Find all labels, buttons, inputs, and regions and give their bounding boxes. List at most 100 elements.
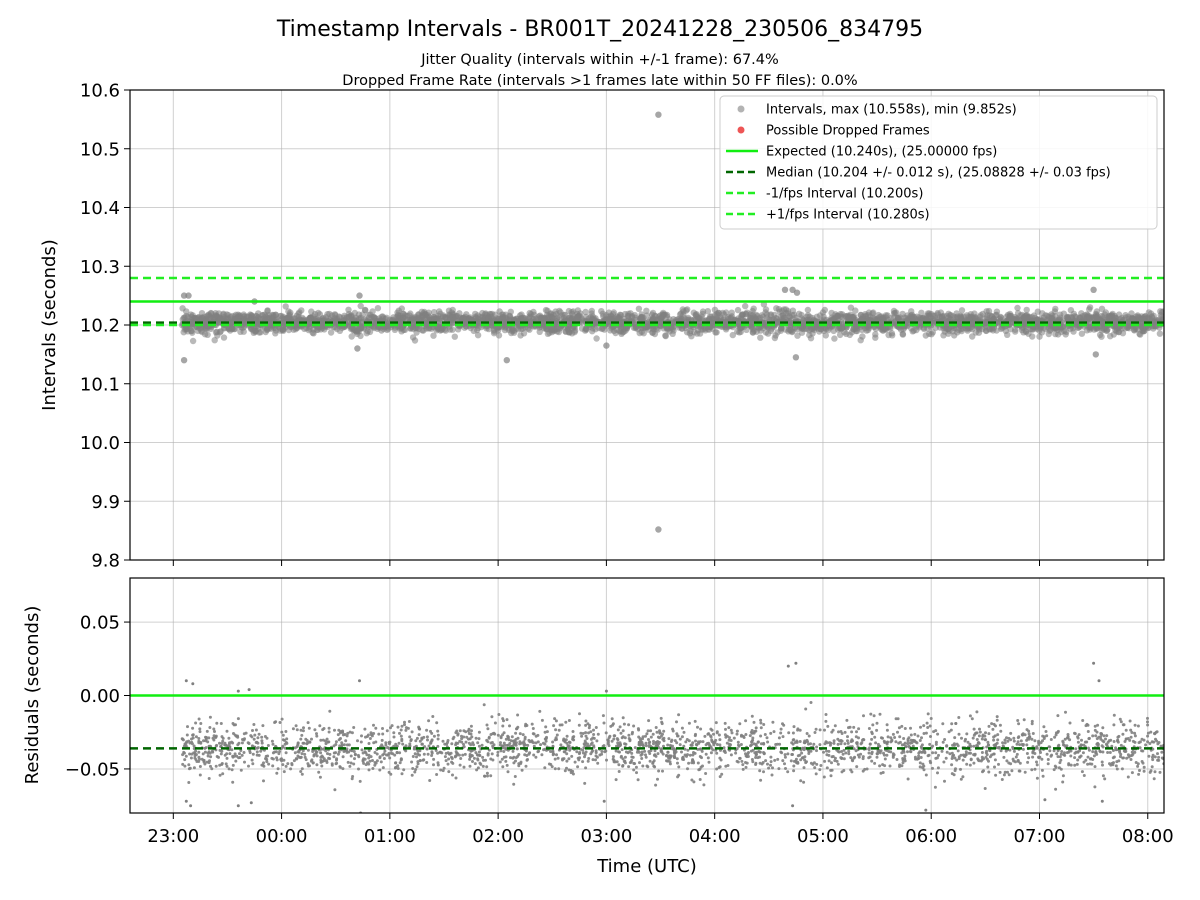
intervals-point [937, 309, 945, 316]
residuals-point [436, 737, 440, 741]
intervals-outlier-point [356, 292, 363, 299]
residuals-point [190, 740, 194, 744]
intervals-point [1038, 329, 1046, 336]
residuals-point [902, 750, 906, 754]
residuals-point [558, 723, 562, 727]
residuals-point [476, 757, 480, 761]
residuals-point [497, 713, 501, 716]
intervals-point [220, 334, 228, 341]
residuals-point [751, 748, 755, 752]
residuals-point [677, 713, 681, 717]
residuals-point [477, 737, 481, 741]
residuals-point [648, 752, 652, 755]
residuals-point [576, 765, 580, 769]
intervals-point [1145, 324, 1152, 332]
intervals-y-tick-label: 10.4 [80, 198, 120, 219]
residuals-point [253, 733, 257, 737]
residuals-point [428, 779, 432, 782]
residuals-point [341, 767, 345, 771]
residuals-point [1112, 723, 1116, 727]
residuals-point [218, 773, 222, 777]
residuals-point [1159, 744, 1163, 748]
residuals-point [1003, 741, 1007, 745]
intervals-point [869, 314, 877, 321]
residuals-point [545, 735, 548, 739]
residuals-point [957, 716, 961, 719]
residuals-point [974, 731, 978, 735]
residuals-point [935, 756, 939, 760]
residuals-point [432, 734, 436, 738]
residuals-point [704, 772, 708, 775]
residuals-point [1149, 730, 1153, 734]
intervals-point [949, 328, 956, 335]
residuals-point [827, 749, 831, 753]
intervals-outlier-point [655, 111, 662, 118]
residuals-point [322, 727, 326, 730]
residuals-point [209, 755, 213, 759]
residuals-point [508, 724, 511, 728]
intervals-point [470, 327, 477, 335]
residuals-point [980, 751, 984, 754]
residuals-point [570, 754, 574, 758]
residuals-point [352, 762, 356, 766]
intervals-point [477, 313, 484, 320]
intervals-point [1078, 330, 1086, 337]
residuals-point [1075, 762, 1079, 766]
intervals-point [601, 326, 608, 333]
residuals-point [852, 725, 856, 729]
intervals-point [833, 312, 841, 319]
residuals-point [744, 733, 748, 736]
intervals-point [329, 312, 336, 319]
intervals-point [986, 312, 994, 319]
intervals-outlier-point [185, 292, 192, 299]
residuals-point [750, 714, 754, 718]
residuals-point [735, 759, 739, 763]
residuals-point [454, 776, 458, 780]
residuals-point [666, 743, 670, 747]
residuals-point [571, 769, 575, 773]
residuals-point [647, 738, 650, 741]
residuals-point [883, 764, 887, 768]
residuals-point [361, 751, 365, 755]
residuals-point [1014, 755, 1018, 759]
residuals-point [295, 757, 299, 761]
intervals-point [828, 309, 835, 317]
residuals-point [1136, 724, 1140, 728]
residuals-point [335, 761, 339, 765]
residuals-point [983, 787, 987, 790]
residuals-point [381, 727, 384, 730]
residuals-point [707, 732, 711, 736]
residuals-point [1098, 749, 1102, 753]
intervals-point [525, 315, 532, 322]
residuals-point [477, 744, 481, 748]
residuals-point [251, 752, 255, 756]
residuals-point [956, 749, 960, 753]
residuals-point [636, 778, 640, 782]
residuals-point [1133, 750, 1137, 754]
residuals-point [998, 723, 1002, 727]
residuals-point [922, 724, 926, 728]
residuals-point [779, 727, 783, 731]
intervals-point [631, 312, 638, 319]
residuals-point [999, 749, 1003, 753]
residuals-point [334, 740, 338, 744]
residuals-point [847, 726, 850, 730]
residuals-point [248, 749, 252, 753]
intervals-outlier-point [792, 354, 800, 361]
intervals-axes-frame [129, 89, 1165, 561]
residuals-point [367, 756, 371, 760]
residuals-point [243, 760, 246, 764]
intervals-point [203, 324, 210, 332]
residuals-point [233, 752, 237, 756]
intervals-point [772, 332, 779, 339]
residuals-point [1065, 751, 1069, 755]
residuals-point [364, 735, 367, 739]
residuals-point [575, 750, 579, 754]
residuals-point [913, 732, 917, 736]
intervals-point [622, 327, 629, 334]
residuals-point [516, 713, 520, 717]
residuals-point [766, 740, 770, 744]
residuals-point [1121, 732, 1125, 736]
residuals-point [239, 768, 243, 772]
residuals-point [543, 766, 547, 770]
